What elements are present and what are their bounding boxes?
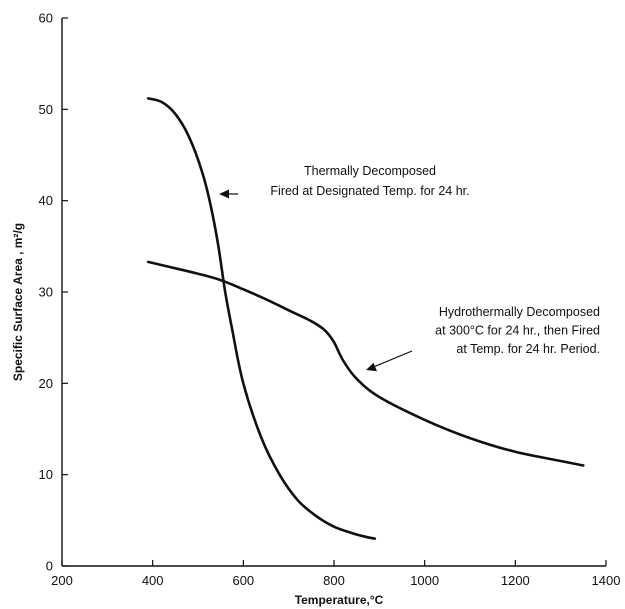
annotation-hydrothermal: Hydrothermally Decomposed at 300°C for 24… <box>435 305 600 356</box>
y-tick-label: 30 <box>39 285 53 300</box>
thermal-decomposition-curve <box>146 97 377 540</box>
x-tick-label: 200 <box>51 573 73 588</box>
hydrothermal-decomposition-curve <box>146 260 585 467</box>
annotation-hydrothermal-arrow <box>370 350 413 369</box>
y-tick-label: 0 <box>46 559 53 574</box>
series-layer <box>146 97 585 540</box>
annotation-line: Fired at Designated Temp. for 24 hr. <box>270 184 469 198</box>
tick-marks: 200 400 600 800 1000 1200 1400 0 10 20 30 40 50 60 <box>39 11 621 589</box>
annotation-line: at 300°C for 24 hr., then Fired <box>435 324 600 338</box>
x-tick-label: 600 <box>232 573 254 588</box>
x-tick-label: 400 <box>142 573 164 588</box>
x-tick-label: 800 <box>323 573 345 588</box>
y-tick-label: 20 <box>39 376 53 391</box>
y-tick-label: 50 <box>39 102 53 117</box>
y-tick-label: 60 <box>39 11 53 26</box>
annotation-line: at Temp. for 24 hr. Period. <box>456 342 600 356</box>
y-tick-label: 10 <box>39 467 53 482</box>
annotation-thermal: Thermally Decomposed Fired at Designated … <box>270 164 469 198</box>
annotation-line: Thermally Decomposed <box>304 164 436 178</box>
annotations: Thermally Decomposed Fired at Designated … <box>219 164 600 372</box>
x-axis-label: Temperature,°C <box>295 593 384 607</box>
y-axis-label: Specific Surface Area , m²/g <box>11 223 25 381</box>
annotation-hydrothermal-arrowhead <box>366 362 377 372</box>
x-tick-label: 1400 <box>592 573 621 588</box>
annotation-thermal-arrowhead <box>219 189 229 199</box>
y-tick-label: 40 <box>39 193 53 208</box>
axes <box>61 18 606 567</box>
x-tick-label: 1200 <box>501 573 530 588</box>
x-tick-label: 1000 <box>410 573 439 588</box>
annotation-line: Hydrothermally Decomposed <box>439 305 600 319</box>
